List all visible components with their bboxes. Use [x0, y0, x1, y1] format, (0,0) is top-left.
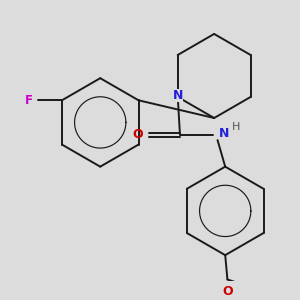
Text: H: H	[232, 122, 240, 132]
Text: O: O	[222, 285, 233, 298]
Text: O: O	[133, 128, 143, 141]
Text: N: N	[172, 89, 183, 102]
Text: F: F	[25, 94, 33, 107]
Text: N: N	[219, 127, 229, 140]
